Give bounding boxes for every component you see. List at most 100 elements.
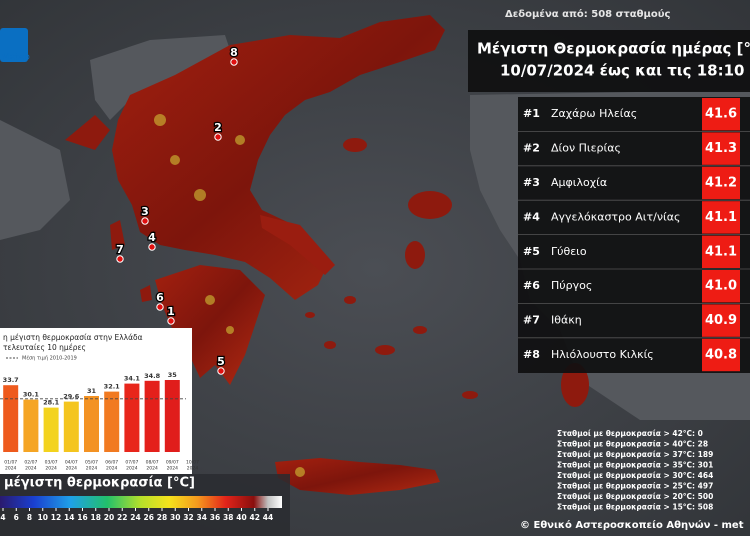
value: 41.2	[705, 176, 737, 191]
inset-bar	[3, 385, 19, 452]
logo-badge	[0, 28, 28, 62]
inset-date: 09/07	[166, 460, 179, 466]
inset-date: 2024	[86, 466, 98, 472]
chios	[405, 241, 425, 269]
north-land	[90, 35, 230, 120]
marker-label: 1	[167, 305, 175, 318]
station-name: Αγγελόκαστρο Αιτ/νίας	[551, 210, 680, 223]
colorbar-tick-label: 34	[197, 513, 207, 522]
inset-date: 06/07	[105, 460, 118, 466]
colorbar-tick-label: 18	[91, 513, 101, 522]
inset-bar	[23, 399, 39, 452]
marker-label: 7	[116, 243, 124, 256]
inset-value-label: 30.1	[23, 391, 40, 399]
island	[462, 391, 478, 399]
inset-date: 10/07	[186, 460, 199, 466]
rank: #5	[523, 245, 540, 258]
inset-date: 2024	[187, 466, 199, 472]
colorbar-ticks: 4 6 8 10 12 14 16 18 20 22 24 26 28 30 32 34 36 38 40 42 44	[0, 508, 273, 522]
colorbar-tick-label: 28	[157, 513, 167, 522]
inset-date: 2024	[66, 466, 78, 472]
data-source: Δεδομένα από: 508 σταθμούς	[505, 8, 671, 20]
inset-date: 04/07	[65, 460, 78, 466]
colorbar-tick-label: 22	[117, 513, 127, 522]
value-cell	[702, 270, 740, 303]
island	[344, 296, 356, 304]
value-cell	[702, 166, 740, 200]
inset-bar	[164, 380, 180, 452]
inset-date: 2024	[126, 466, 138, 472]
island	[413, 326, 427, 334]
inset-value-label: 33.7	[3, 376, 19, 384]
value-cell	[702, 304, 740, 337]
colorbar-tick-label: 40	[236, 513, 246, 522]
colorbar-tick-label: 30	[170, 513, 180, 522]
colorbar	[0, 496, 282, 508]
colorbar-tick-label: 10	[38, 513, 48, 522]
marker-dot	[217, 367, 225, 375]
inset-date: 2024	[146, 466, 158, 472]
island	[305, 312, 315, 318]
marker-dot	[148, 243, 156, 251]
colorbar-tick-label: 20	[104, 513, 114, 522]
inset-bar	[104, 391, 120, 452]
inset-date: 2024	[45, 466, 57, 472]
rank: #8	[523, 348, 540, 361]
station-name: Πύργος	[551, 279, 592, 292]
value: 41.3	[705, 141, 737, 156]
stat-line: Σταθμοί με θερμοκρασία > 40°C: 28	[557, 440, 708, 449]
station-name: Ζαχάρω Ηλείας	[551, 107, 637, 120]
inset-value-label: 35	[168, 371, 178, 379]
inset-date: 01/07	[4, 460, 17, 466]
value-cell	[702, 338, 740, 372]
inset-date: 03/07	[45, 460, 58, 466]
value-cell	[702, 201, 740, 234]
rhodes	[561, 363, 589, 407]
inset-date: 2024	[106, 466, 118, 472]
inset-value-label: 31	[87, 387, 97, 395]
inset-title: η μέγιστη θερμοκρασία στην Ελλάδα	[3, 333, 143, 342]
marker-label: 5	[217, 355, 225, 368]
ranking-rows: #1 Ζαχάρω Ηλείας 41.6 #2 Δίον Πιερίας 41.3 #3 Α…	[518, 98, 750, 372]
rank: #6	[523, 279, 540, 292]
marker-label: 4	[148, 231, 156, 244]
marker-dot	[141, 217, 149, 225]
value: 41.1	[705, 244, 737, 259]
inset-date: 2024	[5, 466, 17, 472]
rank: #4	[523, 210, 540, 223]
rank: #1	[523, 107, 540, 120]
value-cell	[702, 132, 740, 165]
subtitle: 10/07/2024 έως και τις 18:10	[500, 62, 744, 80]
inset-date: 02/07	[24, 460, 37, 466]
marker-dot	[116, 255, 124, 263]
station-name: Αμφιλοχία	[551, 176, 607, 189]
rank: #7	[523, 314, 540, 327]
station-name: Δίον Πιερίας	[551, 142, 621, 155]
mainland	[112, 15, 445, 300]
marker-dot	[156, 303, 164, 311]
stat-line: Σταθμοί με θερμοκρασία > 25°C: 497	[557, 482, 713, 491]
colorbar-tick-label: 12	[51, 513, 61, 522]
value: 41.6	[705, 107, 737, 122]
island	[324, 341, 336, 349]
station-name: Ιθάκη	[551, 314, 582, 327]
colorbar-tick-label: 16	[77, 513, 87, 522]
stat-line: Σταθμοί με θερμοκρασία > 30°C: 464	[557, 471, 713, 480]
stat-line: Σταθμοί με θερμοκρασία > 37°C: 189	[557, 450, 713, 459]
inset-value-label: 32.1	[104, 383, 121, 391]
colorbar-tick-label: 8	[27, 513, 32, 522]
marker-label: 2	[214, 121, 222, 134]
colorbar-tick-label: 4	[0, 513, 5, 522]
inset-value-label: 34.1	[124, 375, 141, 383]
logo-text: Meteo	[2, 53, 30, 63]
marker-label: 6	[156, 291, 164, 304]
station-name: Ηλιόλουστο Κιλκίς	[551, 348, 654, 361]
colorbar-tick-label: 42	[250, 513, 260, 522]
lesvos	[408, 191, 452, 219]
map-markers: 1 2 3 4 5 6 7 8	[115, 45, 239, 375]
colorbar-tick-label: 38	[223, 513, 233, 522]
inset-value-label: 28.1	[43, 399, 60, 407]
inset-date: 05/07	[85, 460, 98, 466]
value: 40.8	[705, 348, 737, 363]
